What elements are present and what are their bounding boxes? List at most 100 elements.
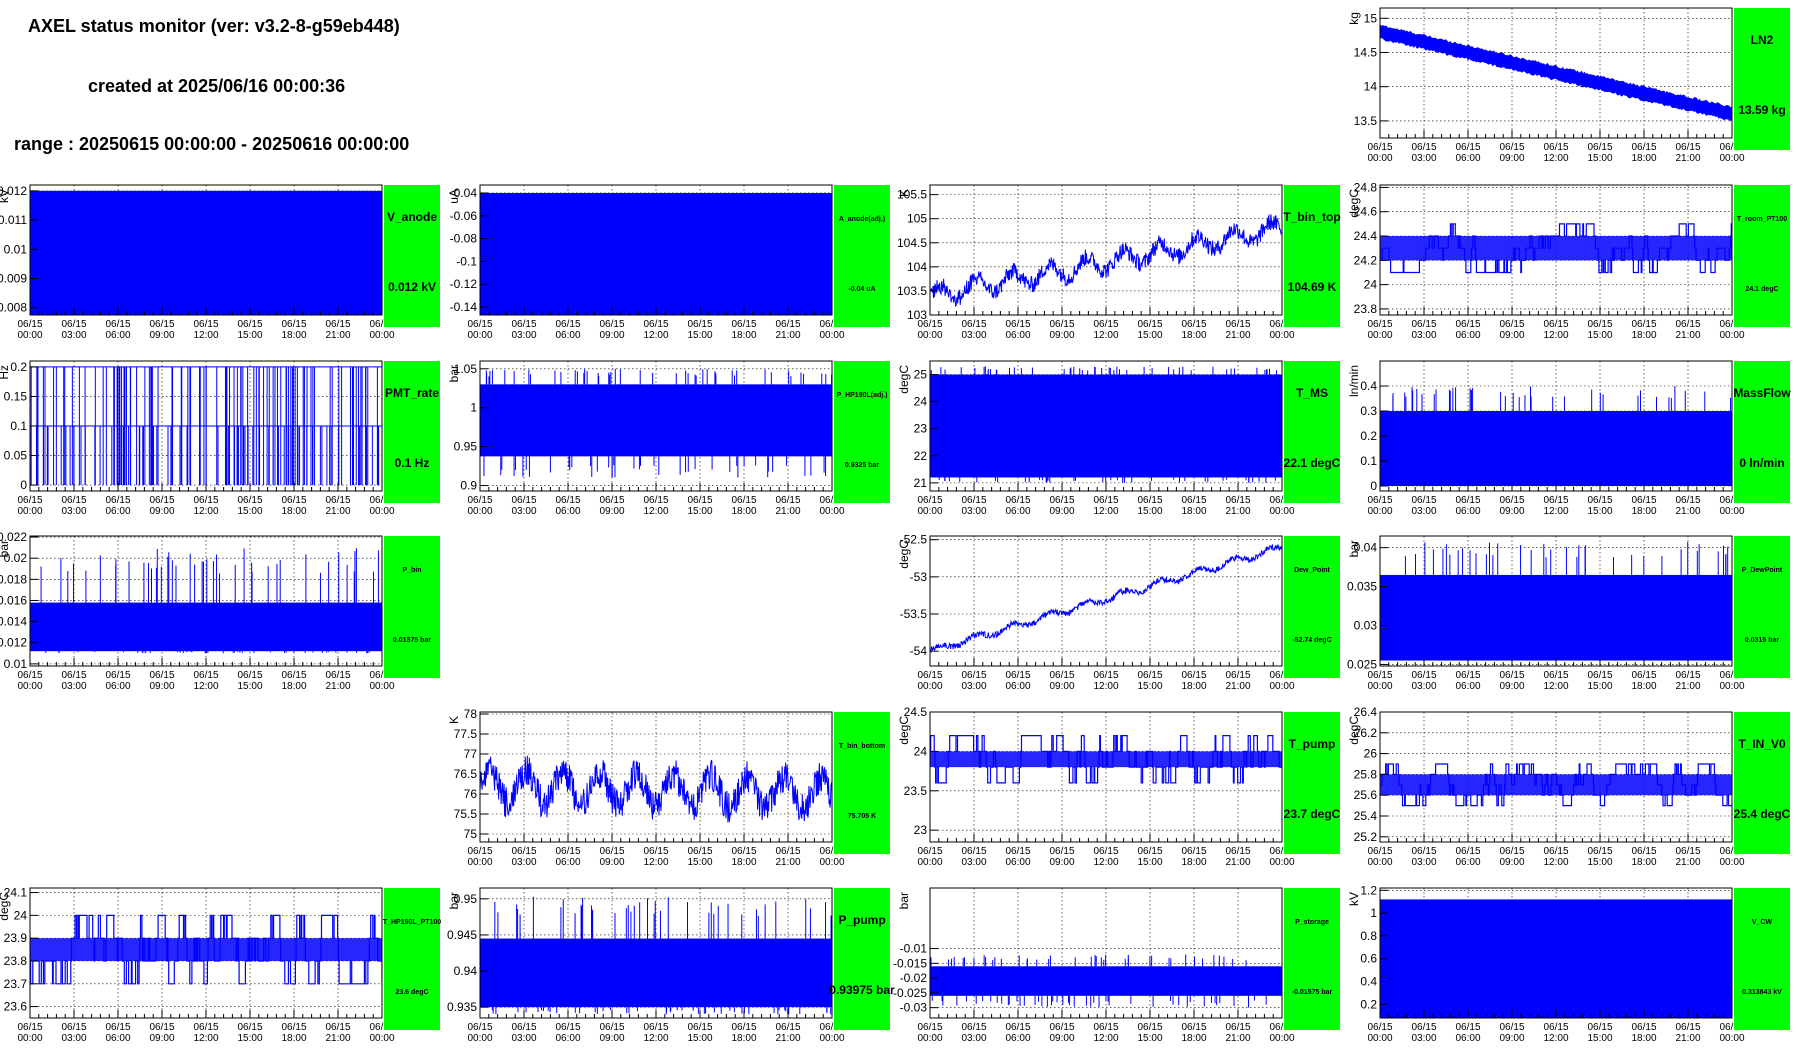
- series-P_bin: [30, 548, 382, 654]
- status-box: [1734, 185, 1790, 327]
- y-tick-label: 0.035: [1347, 580, 1377, 594]
- x-tick-label-time: 18:00: [281, 506, 306, 517]
- y-tick-label: 25.2: [1354, 830, 1378, 844]
- series-T_IN_V0: [1380, 763, 1732, 807]
- status-box: [834, 361, 890, 503]
- x-tick-label-date: 06/15: [105, 495, 130, 506]
- x-tick-label-date: 06/15: [599, 319, 624, 330]
- y-tick-label: 0.2: [1360, 429, 1377, 443]
- x-tick-label-date: 06/15: [917, 670, 942, 681]
- x-tick-label-date: 06/15: [1543, 495, 1568, 506]
- x-tick-label-time: 21:00: [1225, 681, 1250, 692]
- y-tick-label: 23: [914, 823, 928, 837]
- x-tick-label-time: 21:00: [1675, 330, 1700, 341]
- x-tick-label-date: 06/15: [961, 1022, 986, 1033]
- x-tick-label-time: 03:00: [961, 681, 986, 692]
- x-tick-label-time: 15:00: [1587, 153, 1612, 164]
- status-value: 0.1 Hz: [395, 456, 430, 470]
- x-tick-label-date: 06/15: [17, 670, 42, 681]
- x-tick-label-date: 06/15: [281, 319, 306, 330]
- x-tick-label-time: 00:00: [917, 681, 942, 692]
- x-tick-label-time: 12:00: [1543, 857, 1568, 868]
- x-tick-label-date: 06/15: [1543, 1022, 1568, 1033]
- x-tick-label-time: 18:00: [1631, 330, 1656, 341]
- x-tick-label-time: 00:00: [1367, 153, 1392, 164]
- y-axis-label: ln/min: [1347, 365, 1361, 397]
- y-axis-label: degC: [1347, 716, 1361, 745]
- x-tick-label-time: 00:00: [917, 857, 942, 868]
- x-tick-label-date: 06/15: [775, 1022, 800, 1033]
- x-tick-label-time: 00:00: [1269, 681, 1294, 692]
- x-tick-label-time: 18:00: [731, 857, 756, 868]
- x-tick-label-time: 15:00: [237, 330, 262, 341]
- x-tick-label-date: 06/16: [1719, 1022, 1744, 1033]
- x-tick-label-time: 15:00: [687, 330, 712, 341]
- series-V_anode: [30, 190, 382, 315]
- x-tick-label-date: 06/15: [555, 846, 580, 857]
- y-tick-label: 75: [464, 827, 478, 841]
- time-range: range : 20250615 00:00:00 - 20250616 00:…: [14, 134, 410, 154]
- y-tick-label: 0.02: [4, 551, 28, 565]
- x-tick-label-time: 06:00: [1005, 506, 1030, 517]
- status-label: P_HP190L(adj.): [837, 392, 888, 399]
- status-value: 0.9325 bar: [845, 462, 880, 469]
- x-tick-label-date: 06/15: [105, 319, 130, 330]
- x-tick-label-time: 15:00: [1587, 857, 1612, 868]
- x-tick-label-date: 06/15: [237, 670, 262, 681]
- x-tick-label-date: 06/15: [17, 495, 42, 506]
- y-tick-label: 23.7: [4, 977, 28, 991]
- y-tick-label: 0.012: [0, 636, 27, 650]
- data-line: [30, 914, 382, 985]
- x-tick-label-time: 06:00: [1455, 1033, 1480, 1044]
- x-tick-label-date: 06/15: [149, 1022, 174, 1033]
- series-MassFlow: [1380, 386, 1732, 486]
- data-band: [1380, 236, 1732, 261]
- x-tick-label-date: 06/15: [1137, 495, 1162, 506]
- x-tick-label-time: 00:00: [917, 1033, 942, 1044]
- y-tick-label: 0.022: [0, 530, 27, 544]
- x-tick-label-time: 00:00: [819, 857, 844, 868]
- x-tick-label-date: 06/15: [467, 1022, 492, 1033]
- x-tick-label-time: 03:00: [1411, 506, 1436, 517]
- data-spikes: [1392, 386, 1732, 411]
- status-value: 25.4 degC: [1734, 807, 1791, 821]
- x-tick-label-time: 03:00: [961, 857, 986, 868]
- x-tick-label-time: 03:00: [511, 857, 536, 868]
- x-tick-label-date: 06/15: [1005, 846, 1030, 857]
- series-P_storage: [930, 954, 1282, 1008]
- status-value: 0.313843 kV: [1742, 989, 1782, 996]
- y-tick-label: 77.5: [454, 727, 478, 741]
- x-tick-label-date: 06/15: [1411, 319, 1436, 330]
- series-A_anode: [480, 192, 832, 315]
- x-tick-label-date: 06/15: [1411, 670, 1436, 681]
- x-tick-label-date: 06/15: [325, 495, 350, 506]
- data-fill: [30, 190, 382, 315]
- x-tick-label-date: 06/16: [369, 495, 394, 506]
- x-tick-label-date: 06/15: [555, 495, 580, 506]
- status-value: 0.93975 bar: [829, 983, 895, 997]
- page-title: AXEL status monitor (ver: v3.2-8-g59eb44…: [28, 16, 400, 36]
- x-tick-label-date: 06/15: [599, 495, 624, 506]
- x-tick-label-date: 06/15: [1367, 846, 1392, 857]
- x-tick-label-time: 00:00: [819, 330, 844, 341]
- x-tick-label-time: 09:00: [599, 1033, 624, 1044]
- x-tick-label-date: 06/15: [237, 1022, 262, 1033]
- x-tick-label-time: 00:00: [917, 506, 942, 517]
- x-tick-label-date: 06/15: [917, 1022, 942, 1033]
- x-tick-label-time: 21:00: [325, 330, 350, 341]
- x-tick-label-time: 00:00: [1269, 506, 1294, 517]
- x-tick-label-date: 06/15: [1499, 319, 1524, 330]
- data-band: [480, 938, 832, 1008]
- x-tick-label-date: 06/15: [1367, 670, 1392, 681]
- x-tick-label-date: 06/15: [643, 846, 668, 857]
- y-tick-label: 25: [914, 368, 928, 382]
- x-tick-label-time: 00:00: [1719, 1033, 1744, 1044]
- x-tick-label-time: 06:00: [1005, 681, 1030, 692]
- x-tick-label-time: 12:00: [1093, 857, 1118, 868]
- data-band: [480, 384, 832, 457]
- x-tick-label-time: 15:00: [687, 1033, 712, 1044]
- x-tick-label-time: 00:00: [369, 681, 394, 692]
- y-tick-label: 26.2: [1354, 726, 1378, 740]
- x-tick-label-date: 06/15: [1499, 142, 1524, 153]
- x-tick-label-time: 09:00: [1499, 681, 1524, 692]
